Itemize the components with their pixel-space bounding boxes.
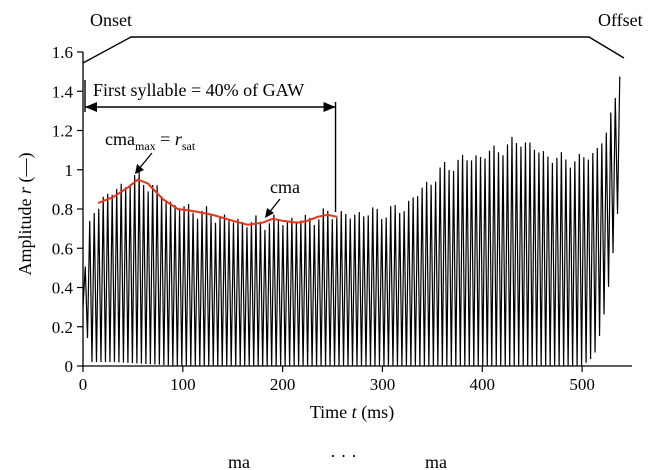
x-tick-label: 300 bbox=[370, 375, 396, 394]
y-tick-label: 0.6 bbox=[52, 239, 73, 258]
cma-curve bbox=[97, 178, 338, 226]
onset-label: Onset bbox=[90, 10, 132, 30]
cma-arrowhead bbox=[265, 208, 274, 218]
cma-label: cma bbox=[270, 177, 300, 197]
first-syllable-label-bg bbox=[91, 78, 349, 102]
cma-max-r: r bbox=[175, 129, 183, 149]
cma-max-base: cma bbox=[105, 129, 135, 149]
cma-max-sub2: sat bbox=[182, 139, 196, 153]
offset-label: Offset bbox=[598, 10, 643, 30]
cma-max-sub: max bbox=[135, 139, 156, 153]
gaw-waveform bbox=[82, 76, 621, 367]
x-axis-title-unit: (ms) bbox=[357, 402, 395, 423]
bottom-fragment-left: ma bbox=[228, 452, 250, 470]
x-axis-title: Time t (ms) bbox=[310, 402, 394, 423]
y-axis-title: Amplitude r (—) bbox=[15, 152, 36, 275]
first-syllable-arrow-right bbox=[323, 102, 336, 112]
cma-max-arrowhead bbox=[135, 164, 144, 174]
first-syllable-arrow-left bbox=[85, 102, 97, 112]
x-tick-label: 400 bbox=[470, 375, 496, 394]
x-axis-title-main: Time bbox=[310, 402, 352, 422]
cma-max-label: cmamax = rsat bbox=[105, 129, 196, 153]
onset-offset-bracket bbox=[82, 36, 625, 64]
x-tick-label: 500 bbox=[569, 375, 595, 394]
bottom-fragment-mid: · · · bbox=[330, 446, 357, 466]
cma-max-eq: = bbox=[156, 129, 175, 149]
x-axis-title-var: t bbox=[352, 402, 358, 422]
x-tick-label: 100 bbox=[170, 375, 196, 394]
y-axis-title-unit: (—) bbox=[15, 152, 36, 187]
x-tick-label: 200 bbox=[270, 375, 296, 394]
y-tick-label: 0.2 bbox=[52, 318, 73, 337]
y-tick-label: 1.2 bbox=[52, 122, 73, 141]
y-tick-label: 1.6 bbox=[52, 43, 73, 62]
ticks: 0 100 200 300 400 500 0 0.2 0.4 0.6 0.8 1 1.2 1.4 1.6 bbox=[52, 43, 595, 394]
bottom-fragment-right: ma bbox=[425, 452, 447, 470]
y-axis-title-main: Amplitude bbox=[15, 194, 35, 276]
y-tick-label: 0 bbox=[65, 357, 74, 376]
x-tick-label: 0 bbox=[79, 375, 88, 394]
y-axis-title-var: r bbox=[15, 186, 35, 194]
y-tick-label: 1 bbox=[65, 161, 74, 180]
y-tick-label: 1.4 bbox=[52, 82, 74, 101]
y-tick-label: 0.8 bbox=[52, 200, 73, 219]
y-tick-label: 0.4 bbox=[52, 279, 74, 298]
first-syllable-label: First syllable = 40% of GAW bbox=[93, 80, 304, 100]
